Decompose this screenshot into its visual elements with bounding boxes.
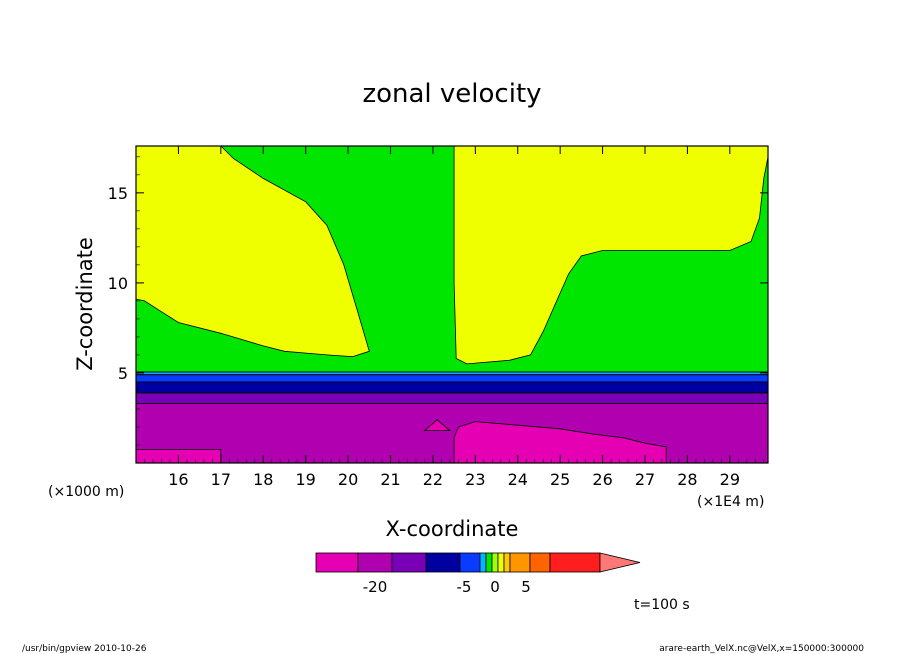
y-axis-label: Z-coordinate	[73, 237, 97, 371]
x-tick-label: 28	[677, 470, 697, 489]
plot-area	[136, 146, 768, 463]
colorbar-segment	[425, 552, 461, 573]
x-tick-label: 18	[253, 470, 273, 489]
colorbar-segment	[479, 552, 487, 573]
y-axis: 5 10 15	[108, 156, 768, 446]
x-tick-label: 20	[338, 470, 358, 489]
colorbar-segment	[491, 552, 499, 573]
x-tick-label: 24	[508, 470, 528, 489]
colorbar-segment	[549, 552, 601, 573]
footer-left: /usr/bin/gpview 2010-10-26	[22, 644, 147, 654]
x-axis-unit-label: (×1E4 m)	[697, 494, 764, 510]
contour-region-band-lightblue	[136, 372, 768, 375]
x-tick-label: 26	[592, 470, 612, 489]
x-tick-label: 27	[635, 470, 655, 489]
contour-region-band-blue	[136, 374, 768, 382]
colorbar-segment	[357, 552, 393, 573]
footer-right: arare-earth_VelX.nc@VelX,x=150000:300000	[659, 644, 864, 654]
x-tick-label: 21	[380, 470, 400, 489]
colorbar-tick-label: 0	[490, 578, 500, 596]
colorbar-segment	[509, 552, 531, 573]
x-tick-label: 22	[423, 470, 443, 489]
contour-region-magenta-right	[454, 421, 667, 463]
contour-region-band-lower	[136, 403, 768, 463]
y-tick-label: 5	[118, 364, 128, 383]
contour-line-magenta-center	[423, 419, 451, 432]
x-axis-label: X-coordinate	[386, 517, 519, 541]
contour-region-yellow-right	[454, 146, 768, 364]
colorbar-segment	[315, 552, 359, 573]
x-tick-label: 17	[211, 470, 231, 489]
chart-title: zonal velocity	[362, 79, 541, 109]
colorbar-segment	[529, 552, 551, 573]
x-tick-label: 25	[550, 470, 570, 489]
y-tick-label: 15	[108, 184, 128, 203]
contour-line-yellow-left	[135, 145, 370, 358]
contour-region-magenta-center	[424, 419, 450, 431]
time-label: t=100 s	[634, 597, 690, 613]
contour-line-magenta-right	[453, 421, 667, 464]
x-tick-label: 19	[295, 470, 315, 489]
colorbar-segment	[485, 552, 493, 573]
x-axis: 16 17 18 19 20 21 22 23 24 25 26 27 28 29	[135, 146, 765, 489]
contour-region-band-darkblue	[136, 381, 768, 393]
plot-frame	[135, 145, 769, 464]
y-axis-unit-label: (×1000 m)	[48, 484, 124, 500]
colorbar-tick-label: 5	[521, 578, 531, 596]
colorbar-segment	[503, 552, 511, 573]
colorbar-segment	[391, 552, 427, 573]
x-tick-label: 23	[465, 470, 485, 489]
colorbar-segment	[459, 552, 481, 573]
contour-line-yellow-right	[453, 145, 769, 365]
x-tick-label: 29	[720, 470, 740, 489]
contour-region-band-purple	[136, 392, 768, 404]
colorbar-extend-arrow	[599, 552, 641, 573]
y-tick-label: 10	[108, 274, 128, 293]
colorbar-tick-label: -5	[457, 578, 472, 596]
colorbar-tick-label: -20	[363, 578, 388, 596]
x-tick-label: 16	[168, 470, 188, 489]
colorbar-segment	[497, 552, 505, 573]
colorbar: -20 -5 0 5	[315, 552, 641, 596]
contour-region-yellow-left	[136, 146, 370, 357]
